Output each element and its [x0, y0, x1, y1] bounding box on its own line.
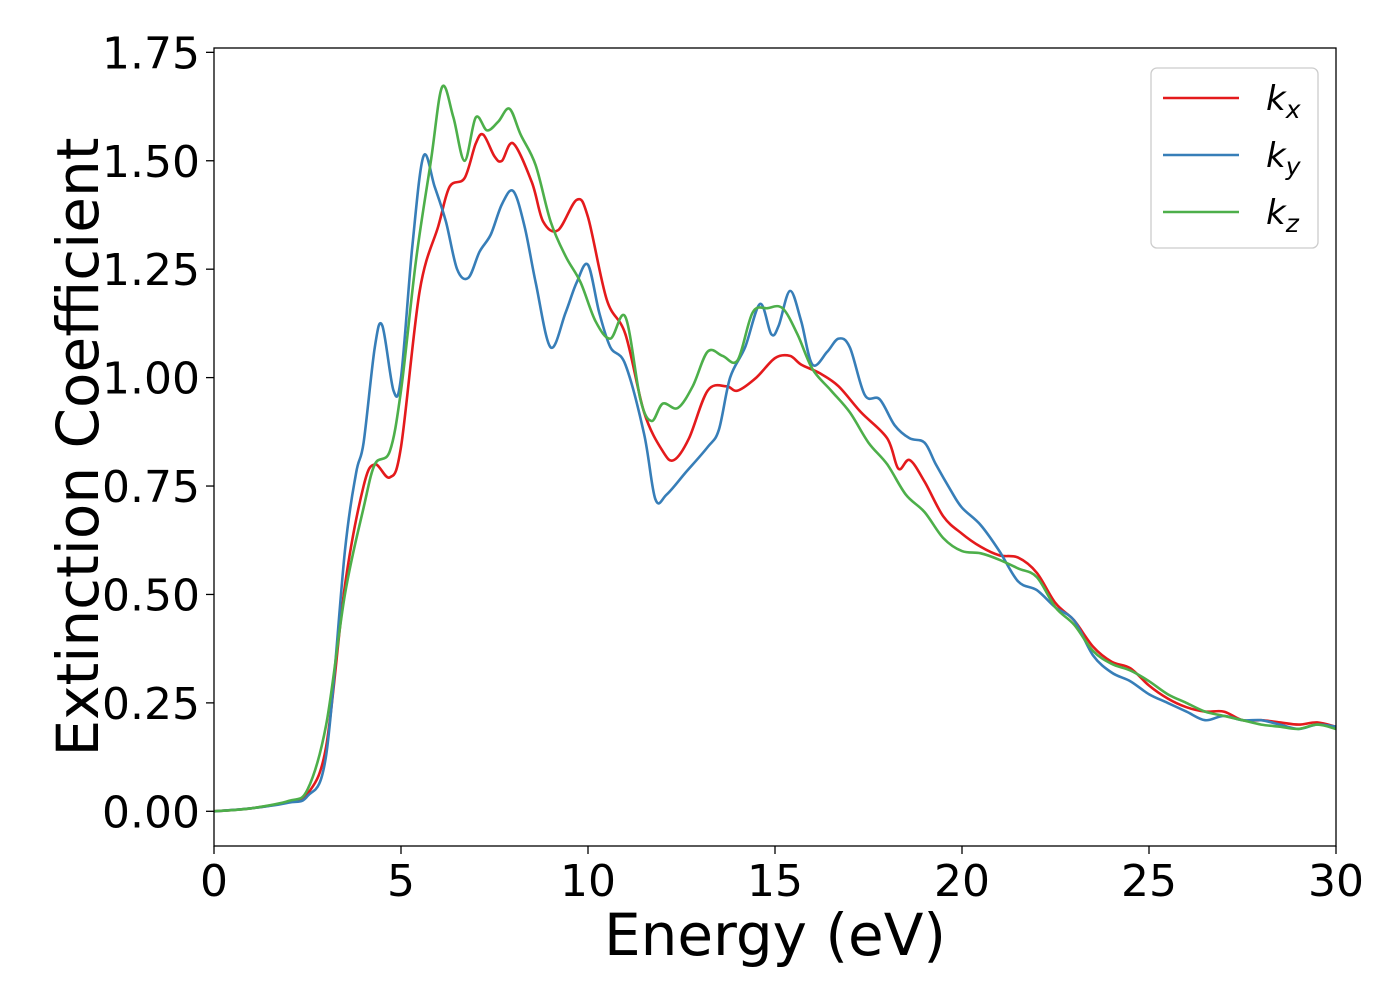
- y-tick-label: 0.50: [102, 570, 200, 621]
- legend: kx ky kz: [1150, 67, 1319, 249]
- y-tick-label: 1.50: [102, 137, 200, 188]
- legend-label-ky: ky: [1266, 136, 1302, 181]
- y-tick-label: 0.75: [102, 462, 200, 513]
- legend-label-kx: kx: [1266, 79, 1301, 124]
- y-tick-label: 1.00: [102, 354, 200, 405]
- x-tick-label: 5: [387, 856, 415, 907]
- y-tick-label: 1.25: [102, 245, 200, 296]
- y-tick-label: 1.75: [102, 28, 200, 79]
- x-tick-label: 30: [1308, 856, 1364, 907]
- series-line-kz: [214, 84, 1336, 813]
- x-tick-label: 20: [934, 856, 990, 907]
- x-tick-label: 0: [200, 856, 228, 907]
- x-axis-label: Energy (eV): [604, 901, 946, 969]
- legend-entries: kx ky kz: [1163, 79, 1302, 238]
- series-line-ky: [214, 153, 1336, 813]
- x-tick-label: 15: [747, 856, 803, 907]
- series-layer: [214, 84, 1336, 813]
- x-tick-label: 25: [1121, 856, 1177, 907]
- ticks-layer: 0 5 10 15 20 25 30 0.00 0.25 0.50 0.75 1.00 1.25 1.50…: [102, 28, 1364, 907]
- x-tick-label: 10: [560, 856, 616, 907]
- series-line-kx: [214, 132, 1336, 813]
- y-tick-label: 0.25: [102, 679, 200, 730]
- y-axis-label: Extinction Coefficient: [44, 138, 112, 757]
- legend-box: [1150, 67, 1319, 249]
- y-tick-label: 0.00: [102, 787, 200, 838]
- legend-label-kz: kz: [1266, 193, 1300, 238]
